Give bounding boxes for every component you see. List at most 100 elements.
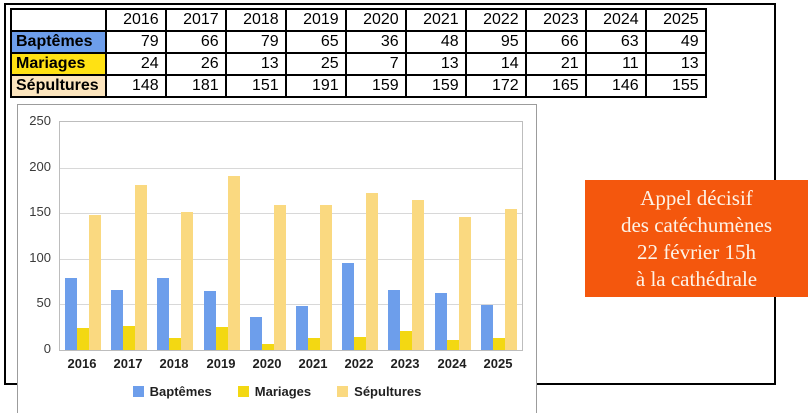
value-cell: 24: [104, 52, 167, 76]
row-label-cell: Baptêmes: [10, 30, 107, 54]
legend-label: Mariages: [254, 384, 312, 399]
table-header-row: 2016 2017 2018 2019 2020 2021 2022 2023 2024 2025: [10, 8, 707, 32]
bar-group: [106, 122, 152, 350]
table-row: Baptêmes 79 66 79 65 36 48 95 66 63 49: [10, 30, 707, 54]
year-header-cell: 2023: [524, 8, 587, 32]
bar-Mariages: [169, 338, 181, 350]
announcement-line: des catéchumènes: [620, 212, 772, 237]
bar-Mariages: [308, 338, 320, 350]
bar-Sépultures: [412, 200, 424, 350]
value-cell: 165: [524, 74, 587, 98]
value-cell: 13: [224, 52, 287, 76]
x-axis-tick-label: 2024: [437, 356, 467, 371]
value-cell: 13: [404, 52, 467, 76]
value-cell: 146: [584, 74, 647, 98]
announcement-line: à la cathédrale: [635, 266, 758, 291]
value-cell: 11: [584, 52, 647, 76]
value-cell: 155: [644, 74, 707, 98]
gridline: [60, 304, 522, 305]
bar-Baptêmes: [157, 278, 169, 350]
value-cell: 148: [104, 74, 167, 98]
bar-group: [383, 122, 429, 350]
chart-legend: Baptêmes Mariages Sépultures: [18, 384, 536, 399]
y-axis-tick-label: 150: [29, 204, 51, 219]
bar-Baptêmes: [111, 290, 123, 350]
bar-Sépultures: [135, 185, 147, 350]
year-header-cell: 2018: [224, 8, 287, 32]
stats-table-body: 2016 2017 2018 2019 2020 2021 2022 2023 2024 2025…: [10, 8, 707, 98]
bar-Sépultures: [89, 215, 101, 350]
bar-group: [245, 122, 291, 350]
x-axis-tick-label: 2023: [390, 356, 420, 371]
value-cell: 26: [164, 52, 227, 76]
value-cell: 21: [524, 52, 587, 76]
bar-Sépultures: [274, 205, 286, 350]
x-axis-tick-label: 2025: [483, 356, 513, 371]
bar-Mariages: [77, 328, 89, 350]
value-cell: 79: [104, 30, 167, 54]
bar-Baptêmes: [481, 305, 493, 350]
legend-swatch-icon: [237, 386, 249, 397]
value-cell: 63: [584, 30, 647, 54]
x-axis-tick-label: 2016: [67, 356, 97, 371]
year-header-cell: 2020: [344, 8, 407, 32]
y-axis-tick-label: 200: [29, 159, 51, 174]
bar-Baptêmes: [435, 293, 447, 350]
value-cell: 13: [644, 52, 707, 76]
bar-group: [476, 122, 522, 350]
bar-group: [152, 122, 198, 350]
y-axis-tick-label: 50: [36, 295, 51, 310]
bar-Mariages: [493, 338, 505, 350]
year-header-cell: 2024: [584, 8, 647, 32]
value-cell: 7: [344, 52, 407, 76]
bar-group: [60, 122, 106, 350]
bar-group: [337, 122, 383, 350]
value-cell: 159: [404, 74, 467, 98]
value-cell: 79: [224, 30, 287, 54]
value-cell: 66: [524, 30, 587, 54]
table-row: Sépultures 148 181 151 191 159 159 172 165 146 155: [10, 74, 707, 98]
y-axis-tick-label: 0: [43, 341, 51, 356]
legend-label: Sépultures: [354, 384, 422, 399]
bar-Sépultures: [320, 205, 332, 350]
bar-Baptêmes: [388, 290, 400, 350]
year-header-cell: 2022: [464, 8, 527, 32]
bar-Sépultures: [181, 212, 193, 350]
announcement-line: 22 février 15h: [637, 239, 756, 264]
bar-Baptêmes: [65, 278, 77, 350]
table-row: Mariages 24 26 13 25 7 13 14 21 11 13: [10, 52, 707, 76]
value-cell: 36: [344, 30, 407, 54]
bar-group: [430, 122, 476, 350]
year-header-cell: 2025: [644, 8, 707, 32]
x-axis-tick-label: 2022: [344, 356, 374, 371]
legend-swatch-icon: [337, 386, 349, 397]
year-header-cell: 2016: [104, 8, 167, 32]
value-cell: 25: [284, 52, 347, 76]
plot-area: [59, 121, 523, 351]
corner-cell: [10, 8, 107, 32]
gridline: [60, 259, 522, 260]
bar-Baptêmes: [296, 306, 308, 350]
bar-Mariages: [354, 337, 366, 350]
bar-group: [291, 122, 337, 350]
x-axis-tick-label: 2018: [159, 356, 189, 371]
bar-Mariages: [123, 326, 135, 350]
value-cell: 191: [284, 74, 347, 98]
bar-Sépultures: [228, 176, 240, 350]
bar-Sépultures: [505, 209, 517, 350]
x-axis-tick-label: 2020: [252, 356, 282, 371]
bar-Baptêmes: [250, 317, 262, 350]
bar-group: [199, 122, 245, 350]
bar-Mariages: [400, 331, 412, 350]
bar-Mariages: [216, 327, 228, 350]
y-axis-tick-label: 100: [29, 250, 51, 265]
row-label-cell: Mariages: [10, 52, 107, 76]
legend-item: Baptêmes: [132, 384, 212, 399]
legend-item: Sépultures: [337, 384, 421, 399]
legend-swatch-icon: [132, 386, 144, 397]
value-cell: 65: [284, 30, 347, 54]
x-axis-tick-label: 2017: [113, 356, 143, 371]
x-axis-tick-label: 2021: [298, 356, 328, 371]
year-header-cell: 2017: [164, 8, 227, 32]
